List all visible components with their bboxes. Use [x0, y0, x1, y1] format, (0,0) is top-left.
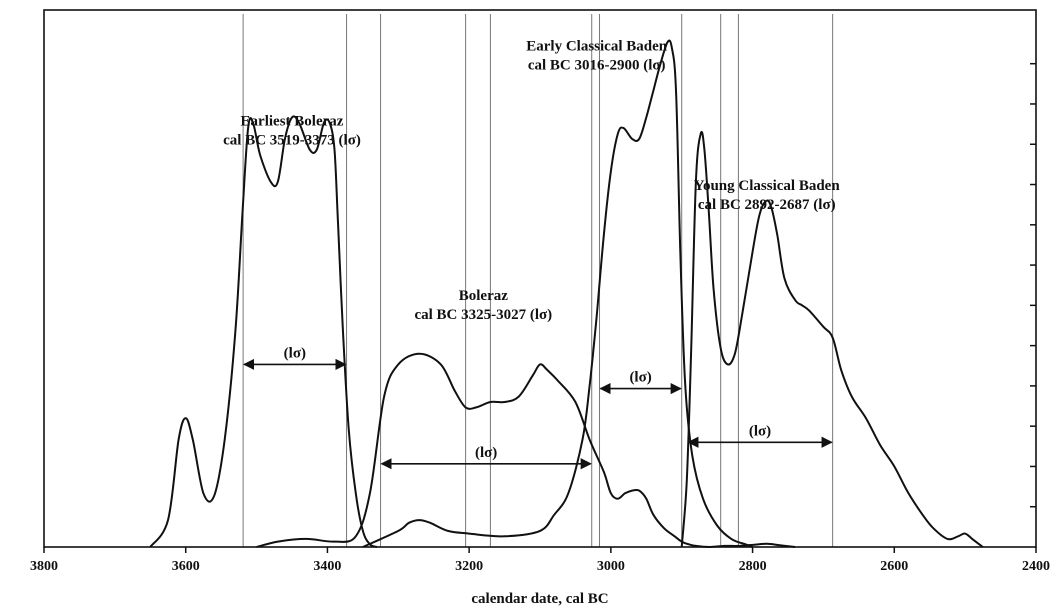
sigma-interval-label-1: (lσ) — [475, 445, 497, 461]
annotation-title-3: Young Classical Baden — [694, 178, 841, 194]
annotation-range-2: cal BC 3016-2900 (lσ) — [528, 57, 666, 73]
annotation-title-1: Boleraz — [459, 288, 508, 304]
sigma-intervals: (lσ) (lσ) (lσ) (lσ) — [242, 345, 833, 470]
annotation-title-0: Earliest Boleraz — [241, 113, 344, 129]
sigma-guide-lines — [242, 14, 834, 547]
probability-curve-2 — [362, 39, 753, 548]
x-axis-title: calendar date, cal BC — [471, 591, 608, 607]
annotation-range-0: cal BC 3519-3373 (lσ) — [223, 132, 361, 148]
plot-frame — [43, 9, 1037, 548]
x-axis-ticks: 3800 3600 3400 3200 3000 2800 2600 2400 — [30, 547, 1050, 574]
annotation-title-2: Early Classical Baden — [526, 38, 668, 54]
annotation-range-1: cal BC 3325-3027 (lσ) — [414, 307, 552, 323]
x-tick-label-2: 3400 — [313, 559, 341, 574]
sigma-interval-label-2: (lσ) — [629, 370, 651, 386]
sigma-interval-label-0: (lσ) — [284, 345, 306, 361]
probability-curve-3 — [680, 130, 984, 548]
x-tick-label-7: 2400 — [1022, 559, 1050, 574]
x-tick-label-4: 3000 — [597, 559, 625, 574]
x-tick-label-3: 3200 — [455, 559, 483, 574]
x-tick-label-0: 3800 — [30, 559, 58, 574]
x-tick-label-1: 3600 — [172, 559, 200, 574]
probability-curve-1 — [256, 352, 796, 548]
x-tick-label-6: 2600 — [880, 559, 908, 574]
sigma-interval-label-3: (lσ) — [749, 423, 771, 439]
x-tick-label-5: 2800 — [739, 559, 767, 574]
annotation-range-3: cal BC 2892-2687 (lσ) — [698, 197, 836, 213]
period-annotations: Earliest Boleraz cal BC 3519-3373 (lσ) Bol… — [223, 38, 840, 323]
probability-curve-0 — [149, 115, 378, 548]
probability-curves — [149, 39, 984, 548]
right-axis-ticks — [1030, 62, 1036, 508]
